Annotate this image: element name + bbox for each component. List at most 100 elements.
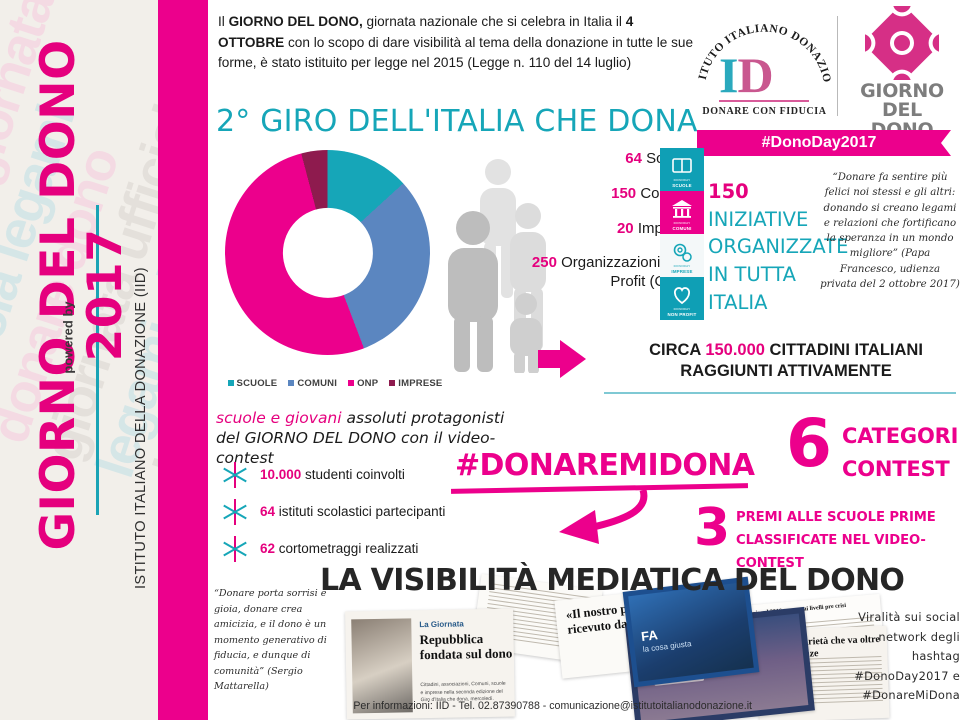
bullet-text: 10.000 studenti coinvolti [260,467,405,482]
badge-label: COMUNI [672,226,692,231]
premi-labels: PREMI ALLE SCUOLE PRIME CLASSIFICATE NEL… [736,506,960,575]
bullet-value: 10.000 [260,467,302,482]
legend-label: ONP [357,378,379,389]
chart-legend: SCUOLE COMUNI ONP IMPRESE [215,378,455,389]
pink-arrow-icon [560,340,586,378]
clipping-headline: Repubblica fondata sul dono [419,631,513,663]
iid-letters: ID [719,46,774,104]
banner-organization: ISTITUTO ITALIANO DELLA DONAZIONE (IID) [133,266,149,590]
donut-chart: SCUOLE COMUNI ONP IMPRESE [213,150,453,400]
circa-post: CITTADINI ITALIANI [764,341,923,359]
iniziative-word: INIZIATIVE [708,207,809,231]
legend-label: SCUOLE [236,378,278,389]
circa-block: CIRCA 150.000 CITTADINI ITALIANI RAGGIUN… [612,340,960,383]
badge-kicker: DONODAY [673,264,691,268]
stat-value: 20 [616,219,634,237]
curved-arrow-icon [559,488,648,544]
legend-item-comuni: COMUNI [288,378,337,389]
intro-bold-date: 4 OTTOBRE [218,14,634,50]
circa-underline [604,392,956,394]
scuole-lead-rest: assoluti protagonisti del GIORNO DEL DON… [216,409,505,468]
footer-contact: Per informazioni: IID - Tel. 02.87390788… [353,700,752,712]
asterisk-icon [222,461,248,488]
badge-comuni[interactable]: DONODAY COMUNI [660,191,704,234]
badge-label: SCUOLE [672,183,692,188]
stat-value: 150 [611,184,637,202]
banner-title: GIORNO DEL DONO 2017 [31,39,133,551]
premi-number: 3 [694,498,731,558]
iid-letter-d: D [737,47,773,103]
bullet-value: 62 [260,541,276,556]
asterisk-icon [222,535,248,562]
circa-number: 150.000 [705,341,765,359]
legend-item-scuole: SCUOLE [227,378,278,389]
banner-powered-by: powered by [60,301,76,374]
gdd-diamond-icon [849,0,955,96]
categorie-line1: CATEGORIE [842,424,960,448]
book-icon [672,158,692,173]
gdd-line1: GIORNO [860,80,944,102]
scuole-lead-text: scuole e giovani assoluti protagonisti d… [216,408,516,468]
badge-kicker: DONODAY [673,221,691,225]
left-banner: dono caritàufficiale comunitàcivile fidu… [0,0,158,720]
bullet-list: 10.000 studenti coinvolti 64 istituti sco… [222,456,522,567]
iid-underline [719,100,809,102]
bullet-item: 10.000 studenti coinvolti [222,456,522,493]
badge-kicker: DONODAY [673,178,691,182]
donaremidona-hashtag: #DONAREMIDONA [455,448,755,483]
people-silhouettes [440,158,570,374]
categorie-labels: CATEGORIE CONTEST [842,420,960,485]
badge-label: NON PROFIT [667,312,697,317]
bullet-text: 64 istituti scolastici partecipanti [260,504,446,519]
legend-label: COMUNI [297,378,338,389]
iid-letter-i: I [719,47,738,103]
premi-line2: CLASSIFICATE NEL VIDEO-CONTEST [736,533,926,572]
magenta-divider-bar [158,0,208,720]
iniziative-number: 150 [708,180,749,203]
bullet-value: 64 [260,504,276,519]
donut-ring [225,150,430,355]
legend-label: IMPRESE [398,378,443,389]
visibilita-headline: LA VISIBILITÀ MEDIATICA DEL DONO [320,563,905,598]
bullet-item: 64 istituti scolastici partecipanti [222,493,522,530]
intro-part3: con lo scopo di dare visibilità al tema … [218,34,694,71]
iid-logo: ISTITUTO ITALIANO DONAZIONE ID DONARE CO… [697,10,832,122]
badge-column: DONODAY SCUOLE DONODAY COMUNI DONODAY IMPRESE… [660,148,704,320]
stat-value: 250 [531,254,557,272]
categorie-number: 6 [786,405,832,482]
intro-bold-gdd: GIORNO DEL DONO, [228,14,363,29]
intro-part2: giornata nazionale che si celebra in Ita… [362,14,626,29]
premi-line1: PREMI ALLE SCUOLE PRIME [736,510,936,525]
asterisk-icon [222,498,248,525]
pink-arrow-stem [538,350,564,368]
iniziative-block: 150 INIZIATIVE ORGANIZZATE IN TUTTA ITAL… [708,178,848,316]
bullet-item: 62 cortometraggi realizzati [222,530,522,567]
page-title: 2° GIRO DELL'ITALIA CHE DONA [216,104,698,139]
bullet-text: 62 cortometraggi realizzati [260,541,419,556]
intro-part1: Il [218,14,229,29]
iid-tagline: DONARE CON FIDUCIA [702,106,827,117]
legend-swatch [288,380,295,387]
iid-arc-text: ISTITUTO ITALIANO DONAZIONE [697,10,832,84]
heart-icon [673,287,691,305]
tv-caption-line1: FA [640,627,659,645]
badge-scuole[interactable]: DONODAY SCUOLE [660,148,704,191]
badge-non-profit[interactable]: DONODAY NON PROFIT [660,277,704,320]
hashtag-banner: #DonoDay2017 [697,130,941,156]
badge-kicker: DONODAY [673,307,691,311]
scuole-lead-pink: scuole e giovani [216,409,342,427]
main-canvas: Il GIORNO DEL DONO, giornata nazionale c… [208,0,960,720]
logo-separator [837,16,838,116]
badge-imprese[interactable]: DONODAY IMPRESE [660,234,704,277]
circa-line2: RAGGIUNTI ATTIVAMENTE [680,362,892,381]
iniziative-line2: ORGANIZZATE [708,235,849,259]
legend-item-imprese: IMPRESE [389,378,442,389]
legend-item-onp: ONP [348,378,378,389]
quote-mattarella: “Donare porta sorrisi e gioia, donare cr… [214,588,327,693]
banner-divider-rule [96,205,99,515]
gears-icon [673,243,692,262]
legend-swatch [227,380,234,387]
legend-swatch [348,380,355,387]
stat-value: 64 [625,150,642,167]
